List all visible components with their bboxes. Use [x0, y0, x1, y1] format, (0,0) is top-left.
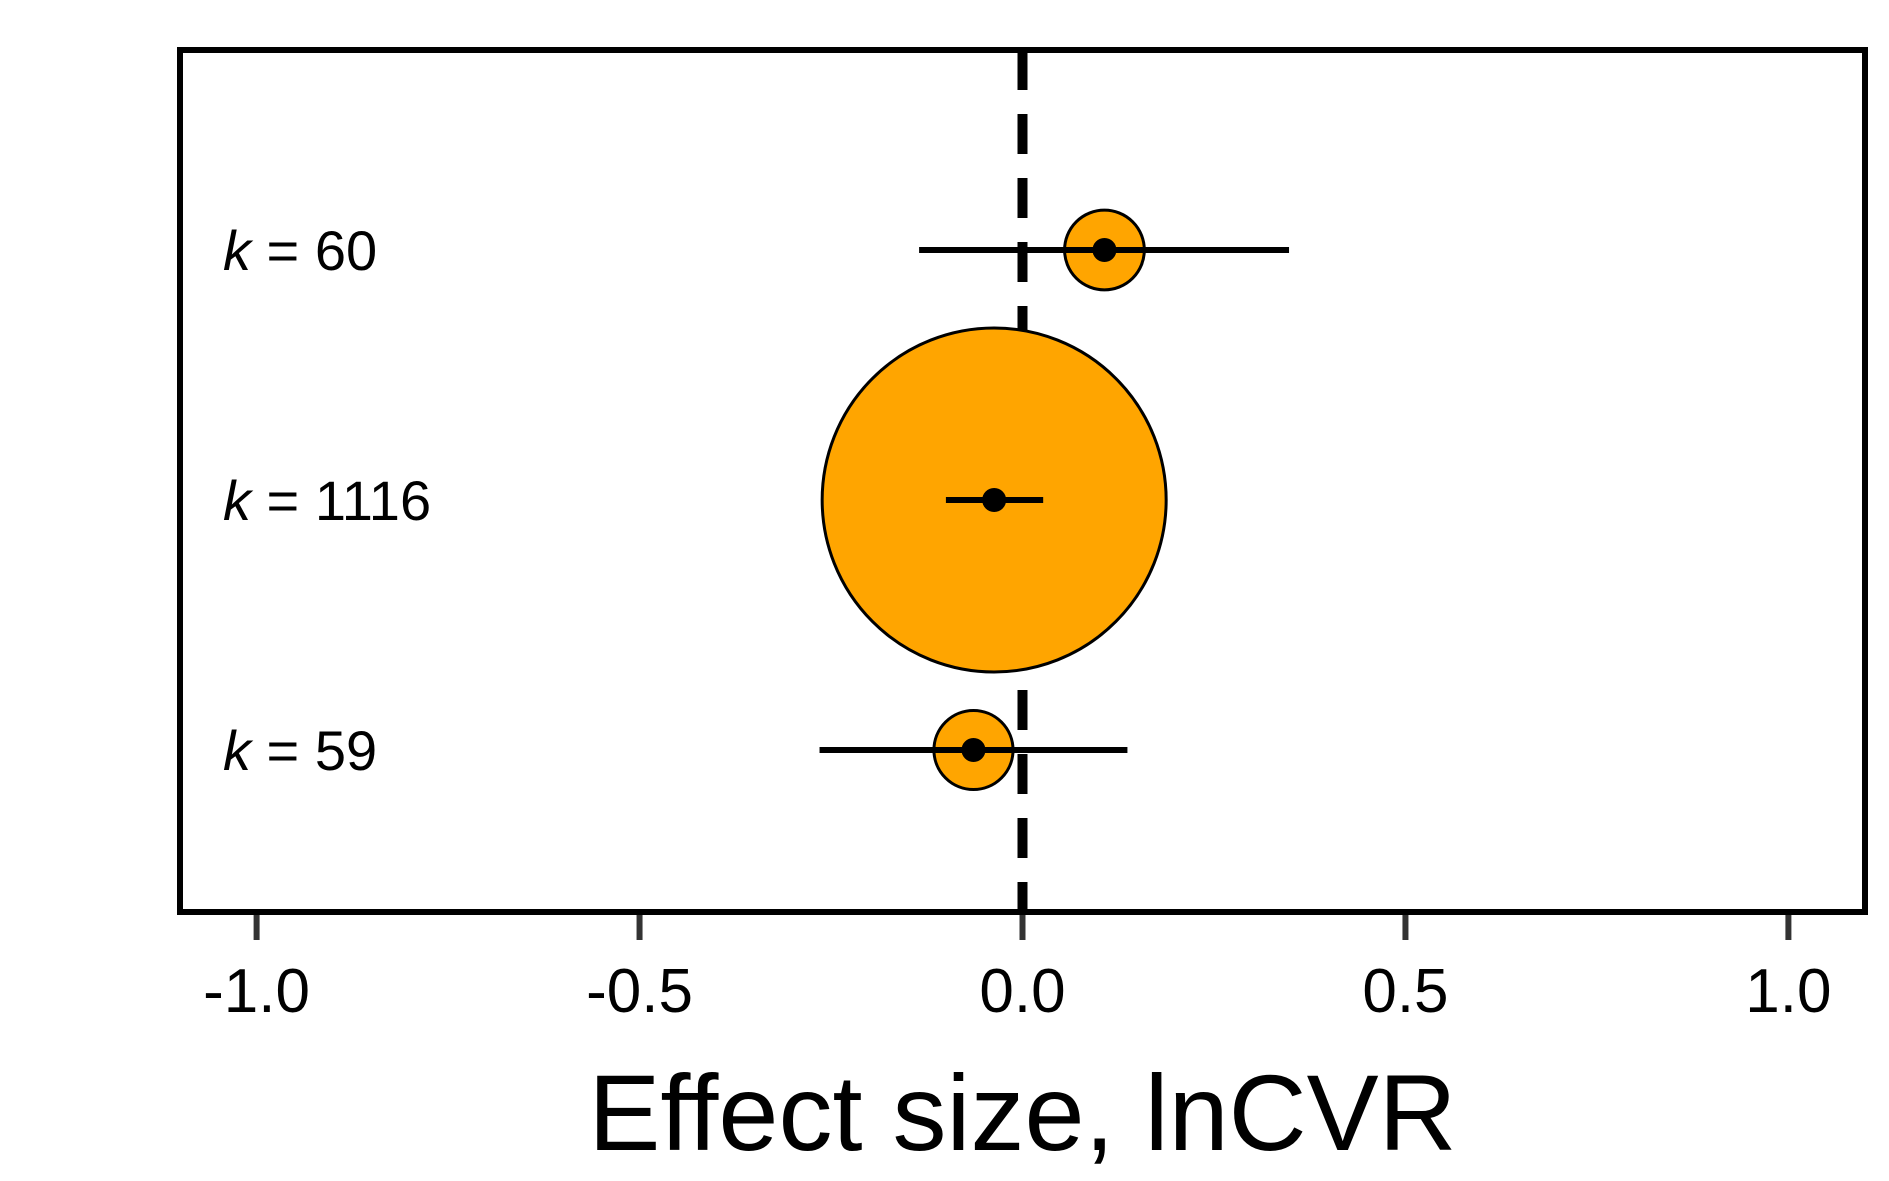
row-label-k-1: k [223, 219, 254, 282]
row-label-k-2: k [223, 469, 254, 532]
row-label-value-3: = 59 [251, 719, 377, 782]
x-tick-label-5: 1.0 [1745, 957, 1831, 1026]
row-label-value-1: = 60 [251, 219, 377, 282]
plot-frame [177, 47, 1868, 915]
row-label-2: k = 1116 [223, 469, 431, 532]
row-label-1: k = 60 [223, 219, 377, 282]
x-axis-title: Effect size, lnCVR [588, 1052, 1456, 1173]
row-label-value-2: = 1116 [251, 469, 431, 532]
x-tick-label-1: -1.0 [203, 957, 310, 1026]
row-label-3: k = 59 [223, 719, 377, 782]
frame-layer [177, 47, 1868, 915]
point-estimate-1 [1092, 238, 1117, 262]
ci-layer [819, 238, 1290, 762]
x-tick-label-3: 0.0 [979, 957, 1065, 1026]
row-label-k-3: k [223, 719, 254, 782]
point-estimate-3 [961, 738, 986, 762]
x-tick-label-2: -0.5 [586, 957, 693, 1026]
point-estimate-2 [982, 488, 1007, 512]
x-axis: -1.0 -0.5 0.0 0.5 1.0 [203, 915, 1832, 1026]
x-tick-label-4: 0.5 [1362, 957, 1448, 1026]
